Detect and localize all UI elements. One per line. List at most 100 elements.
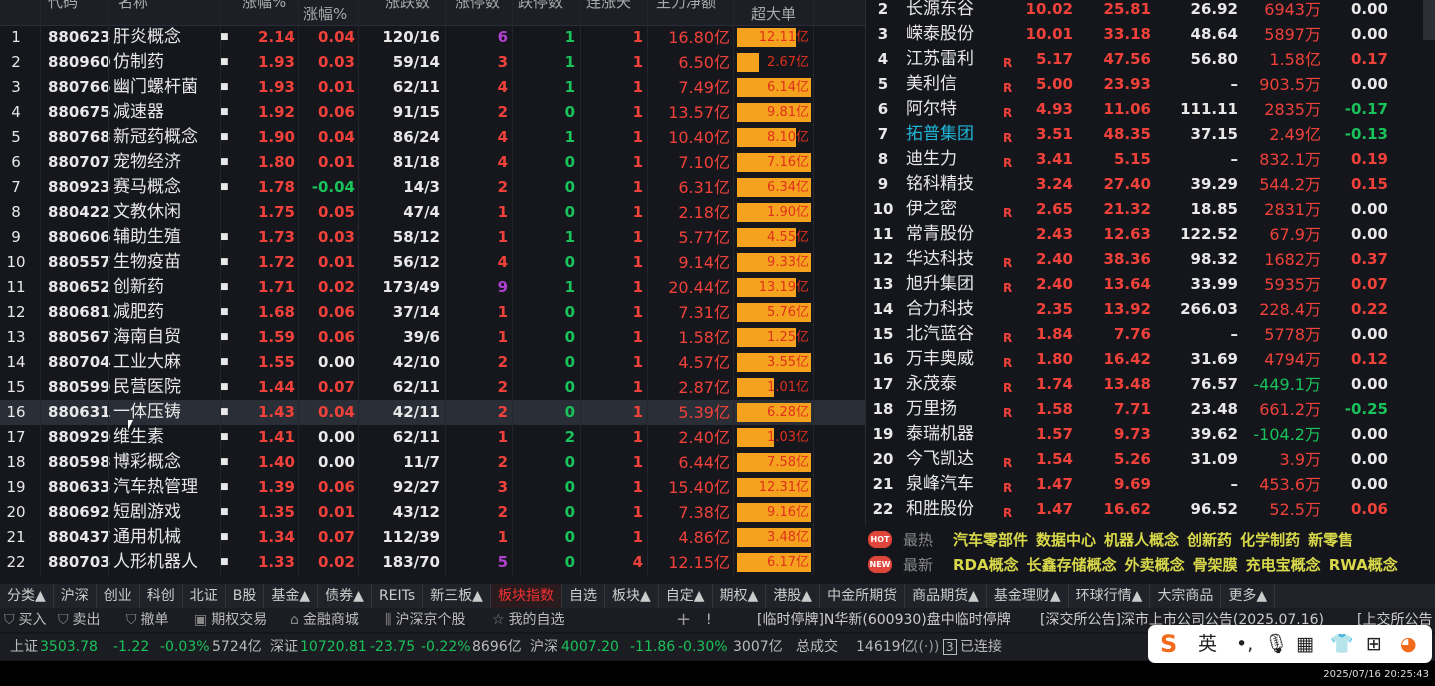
stock-row[interactable]: 20 今飞凯达 R 1.54 5.26 31.09 3.9万 0.00 <box>866 447 1426 472</box>
stock-row[interactable]: 2 长源东谷 10.02 25.81 26.92 6943万 0.00 <box>866 0 1426 22</box>
table-row[interactable]: 17 880929 维生素 ■ 1.41 0.00 62/11 1 2 1 2.40亿 1.03亿 <box>0 425 865 450</box>
market-tab[interactable]: 期权▲ <box>713 584 767 608</box>
table-row[interactable]: 16 880631 一体压铸 ■ 1.43 0.04 42/11 2 0 1 5.39亿 6.28亿 <box>0 400 865 425</box>
table-row[interactable]: 19 880633 汽车热管理 ■ 1.39 0.06 92/27 3 0 1 15.40亿 12.3… <box>0 475 865 500</box>
stock-row[interactable]: 22 和胜股份 R 1.47 16.62 96.52 52.5万 0.06 <box>866 497 1426 522</box>
stock-row[interactable]: 14 合力科技 2.35 13.92 266.03 228.4万 0.22 <box>866 297 1426 322</box>
market-tab[interactable]: 创业 <box>97 584 140 608</box>
sz-label[interactable]: 深证 <box>270 639 298 655</box>
stock-row[interactable]: 3 嵘泰股份 10.01 33.18 48.64 5897万 0.00 <box>866 22 1426 47</box>
market-tab[interactable]: 债券▲ <box>318 584 372 608</box>
news-item[interactable]: [临时停牌]N华新(600930)盘中临时停牌 <box>757 612 1011 628</box>
stock-row[interactable]: 15 北汽蓝谷 R 1.84 7.76 – 5778万 0.00 <box>866 322 1426 347</box>
market-tab[interactable]: 板块指数 <box>490 584 562 608</box>
market-tab[interactable]: 科创 <box>140 584 183 608</box>
header-change[interactable]: 涨幅% <box>242 0 287 11</box>
hot-concept-link[interactable]: 汽车零部件 <box>953 531 1029 549</box>
table-row[interactable]: 9 880606 辅助生殖 ■ 1.73 0.03 58/12 1 1 1 5.77亿 4.55亿 <box>0 225 865 250</box>
header-super-large[interactable]: 超大单 <box>751 5 797 23</box>
new-concept-link[interactable]: RDA概念 <box>953 556 1019 574</box>
hs-label[interactable]: 沪深 <box>530 639 558 655</box>
table-row[interactable]: 22 880703 人形机器人 ■ 1.33 0.02 183/70 5 0 4 12.15亿 6.1… <box>0 550 865 575</box>
market-tab[interactable]: 大宗商品 <box>1150 584 1222 608</box>
hot-concept-link[interactable]: 数据中心 <box>1036 531 1097 549</box>
keyboard-icon[interactable]: ▦ <box>1296 633 1314 655</box>
market-tab[interactable]: 沪深 <box>54 584 97 608</box>
table-row[interactable]: 8 880422 文教休闲 1.75 0.05 47/4 1 0 1 2.18亿 1.90亿 <box>0 200 865 225</box>
finance-mall-button[interactable]: ⌂ 金融商城 <box>290 608 359 632</box>
options-trading-button[interactable]: ▣ 期权交易 <box>194 608 267 632</box>
header-change2[interactable]: 涨幅% <box>303 5 348 23</box>
table-row[interactable]: 15 880599 民营医院 ■ 1.44 0.07 62/11 2 0 1 2.87亿 1.01亿 <box>0 375 865 400</box>
header-main-net[interactable]: 主力净额 <box>656 0 717 11</box>
market-tab[interactable]: REITs <box>372 584 424 608</box>
hot-concept-link[interactable]: 机器人概念 <box>1104 531 1180 549</box>
header-name[interactable]: 名称 <box>118 0 149 11</box>
market-tab[interactable]: 基金▲ <box>264 584 319 608</box>
header-code[interactable]: 代码 <box>48 0 79 11</box>
table-row[interactable]: 18 880598 博彩概念 ■ 1.40 0.00 11/7 2 0 1 6.44亿 7.58亿 <box>0 450 865 475</box>
new-concept-link[interactable]: 骨架膜 <box>1192 556 1238 574</box>
language-toggle[interactable]: 英 <box>1198 633 1218 655</box>
stock-row[interactable]: 13 旭升集团 R 2.40 13.64 33.99 5935万 0.07 <box>866 272 1426 297</box>
table-row[interactable]: 1 880623 肝炎概念 ■ 2.14 0.04 120/16 6 1 1 16.80亿 12.11… <box>0 25 865 50</box>
cancel-order-button[interactable]: ⛉ 撤单 <box>126 608 169 632</box>
scrollbar[interactable] <box>1423 0 1435 40</box>
sh-label[interactable]: 上证 <box>10 639 38 655</box>
table-row[interactable]: 12 880681 减肥药 ■ 1.68 0.06 37/14 1 0 1 7.31亿 5.76亿 <box>0 300 865 325</box>
market-tab[interactable]: 环球行情▲ <box>1069 584 1151 608</box>
table-row[interactable]: 5 880768 新冠药概念 ■ 1.90 0.04 86/24 4 1 1 10.40亿 8.10亿 <box>0 125 865 150</box>
stock-row[interactable]: 17 永茂泰 R 1.74 13.48 76.57 -449.1万 0.00 <box>866 372 1426 397</box>
stock-row[interactable]: 12 华达科技 R 2.40 38.36 98.32 1682万 0.37 <box>866 247 1426 272</box>
stock-row[interactable]: 11 常青股份 2.43 12.63 122.52 67.9万 0.00 <box>866 222 1426 247</box>
new-concept-link[interactable]: 充电宝概念 <box>1245 556 1321 574</box>
table-row[interactable]: 20 880692 短剧游戏 ■ 1.35 0.01 43/12 2 0 1 7.38亿 9.16亿 <box>0 500 865 525</box>
market-tab[interactable]: 商品期货▲ <box>905 584 987 608</box>
stock-row[interactable]: 18 万里扬 R 1.58 7.71 23.48 661.2万 -0.25 <box>866 397 1426 422</box>
header-limit-down[interactable]: 跌停数 <box>518 0 564 11</box>
stock-row[interactable]: 9 铭科精技 3.24 27.40 39.29 544.2万 0.15 <box>866 172 1426 197</box>
market-tab[interactable]: B股 <box>226 584 265 608</box>
market-tab[interactable]: 北证 <box>183 584 226 608</box>
stock-row[interactable]: 5 美利信 R 5.00 23.93 – 903.5万 0.00 <box>866 72 1426 97</box>
apps-grid-icon[interactable]: ⊞ <box>1366 633 1382 655</box>
market-tab[interactable]: 中金所期货 <box>820 584 906 608</box>
sogou-logo-icon[interactable]: S <box>1160 630 1178 658</box>
market-tab[interactable]: 自定▲ <box>659 584 713 608</box>
market-tab[interactable]: 自选 <box>562 584 605 608</box>
new-concept-link[interactable]: 长鑫存储概念 <box>1026 556 1117 574</box>
table-row[interactable]: 7 880923 赛马概念 ■ 1.78 -0.04 14/3 2 0 1 6.31亿 6.34亿 <box>0 175 865 200</box>
buy-button[interactable]: ⛉ 买入 <box>4 608 47 632</box>
stock-row[interactable]: 6 阿尔特 R 4.93 11.06 111.11 2835万 -0.17 <box>866 97 1426 122</box>
sell-button[interactable]: ⛉ 卖出 <box>58 608 101 632</box>
mascot-icon[interactable]: ◕ <box>1400 633 1417 655</box>
table-row[interactable]: 21 880437 通用机械 ■ 1.34 0.07 112/39 1 0 1 4.86亿 3.48亿 <box>0 525 865 550</box>
market-tab[interactable]: 新三板▲ <box>423 584 491 608</box>
table-row[interactable]: 4 880675 减速器 ■ 1.92 0.06 91/15 2 0 1 13.57亿 9.81亿 <box>0 100 865 125</box>
microphone-icon[interactable]: 🎙 <box>1264 633 1289 655</box>
hot-concept-link[interactable]: 化学制药 <box>1240 531 1301 549</box>
market-tab[interactable]: 港股▲ <box>766 584 821 608</box>
table-row[interactable]: 10 880557 生物疫苗 ■ 1.72 0.01 56/12 4 0 1 9.14亿 9.33亿 <box>0 250 865 275</box>
stocks-button[interactable]: ⫼ 沪深京个股 <box>385 608 465 632</box>
new-concept-link[interactable]: RWA概念 <box>1328 556 1398 574</box>
stock-row[interactable]: 10 伊之密 R 2.65 21.32 18.85 2831万 0.00 <box>866 197 1426 222</box>
add-button[interactable]: + <box>676 609 692 630</box>
market-tab[interactable]: 板块▲ <box>605 584 659 608</box>
hot-concept-link[interactable]: 创新药 <box>1187 531 1233 549</box>
new-concept-link[interactable]: 外卖概念 <box>1124 556 1185 574</box>
header-streak[interactable]: 连涨天 <box>586 0 632 11</box>
news-item[interactable]: [上交所公告 <box>1357 612 1433 628</box>
table-row[interactable]: 6 880707 宠物经济 ■ 1.80 0.01 81/18 4 0 1 7.10亿 7.16亿 <box>0 150 865 175</box>
stock-row[interactable]: 4 江苏雷利 R 5.17 47.56 56.80 1.58亿 0.17 <box>866 47 1426 72</box>
table-row[interactable]: 11 880652 创新药 ■ 1.71 0.02 173/49 9 1 1 20.44亿 13.19… <box>0 275 865 300</box>
table-row[interactable]: 3 880766 幽门螺杆菌 ■ 1.93 0.01 62/11 4 1 1 7.49亿 6.14亿 <box>0 75 865 100</box>
market-tab[interactable]: 分类▲ <box>0 584 54 608</box>
market-tab[interactable]: 更多▲ <box>1221 584 1276 608</box>
skin-icon[interactable]: 👕 <box>1330 633 1354 655</box>
stock-row[interactable]: 19 泰瑞机器 1.57 9.73 39.62 -104.2万 0.00 <box>866 422 1426 447</box>
market-tab[interactable]: 基金理财▲ <box>987 584 1069 608</box>
table-row[interactable]: 14 880704 工业大麻 ■ 1.55 0.00 42/10 2 0 1 4.57亿 3.55亿 <box>0 350 865 375</box>
news-item[interactable]: [深交所公告]深市上市公司公告(2025.07.16) <box>1040 612 1325 628</box>
stock-row[interactable]: 8 迪生力 R 3.41 5.15 – 832.1万 0.19 <box>866 147 1426 172</box>
